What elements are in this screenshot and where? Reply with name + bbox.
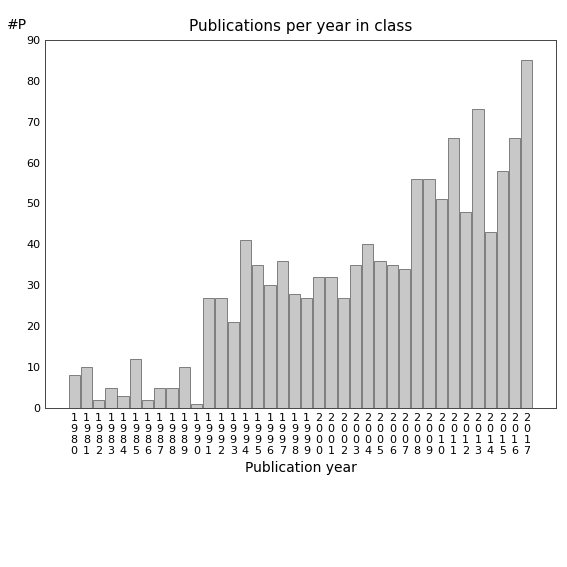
Bar — [362, 244, 374, 408]
Bar — [509, 138, 521, 408]
Bar — [460, 211, 471, 408]
Bar — [105, 388, 116, 408]
Bar — [411, 179, 422, 408]
Bar — [485, 232, 496, 408]
Bar — [497, 171, 508, 408]
Bar — [424, 179, 434, 408]
Bar — [240, 240, 251, 408]
Bar — [387, 265, 398, 408]
Bar — [521, 60, 532, 408]
Title: Publications per year in class: Publications per year in class — [189, 19, 412, 35]
Bar — [154, 388, 166, 408]
Bar — [264, 285, 276, 408]
Bar — [215, 298, 227, 408]
Bar — [374, 261, 386, 408]
Bar — [203, 298, 214, 408]
Bar — [69, 375, 80, 408]
Bar — [179, 367, 190, 408]
Bar — [435, 200, 447, 408]
Bar — [338, 298, 349, 408]
Bar — [93, 400, 104, 408]
Bar — [227, 322, 239, 408]
Bar — [325, 277, 337, 408]
Bar — [448, 138, 459, 408]
Bar — [472, 109, 484, 408]
Bar — [167, 388, 177, 408]
X-axis label: Publication year: Publication year — [244, 461, 357, 475]
Bar — [81, 367, 92, 408]
Bar — [313, 277, 324, 408]
Bar — [252, 265, 263, 408]
Y-axis label: #P: #P — [7, 18, 27, 32]
Bar — [289, 294, 300, 408]
Bar — [191, 404, 202, 408]
Bar — [142, 400, 153, 408]
Bar — [277, 261, 288, 408]
Bar — [301, 298, 312, 408]
Bar — [399, 269, 410, 408]
Bar — [130, 359, 141, 408]
Bar — [117, 396, 129, 408]
Bar — [350, 265, 361, 408]
